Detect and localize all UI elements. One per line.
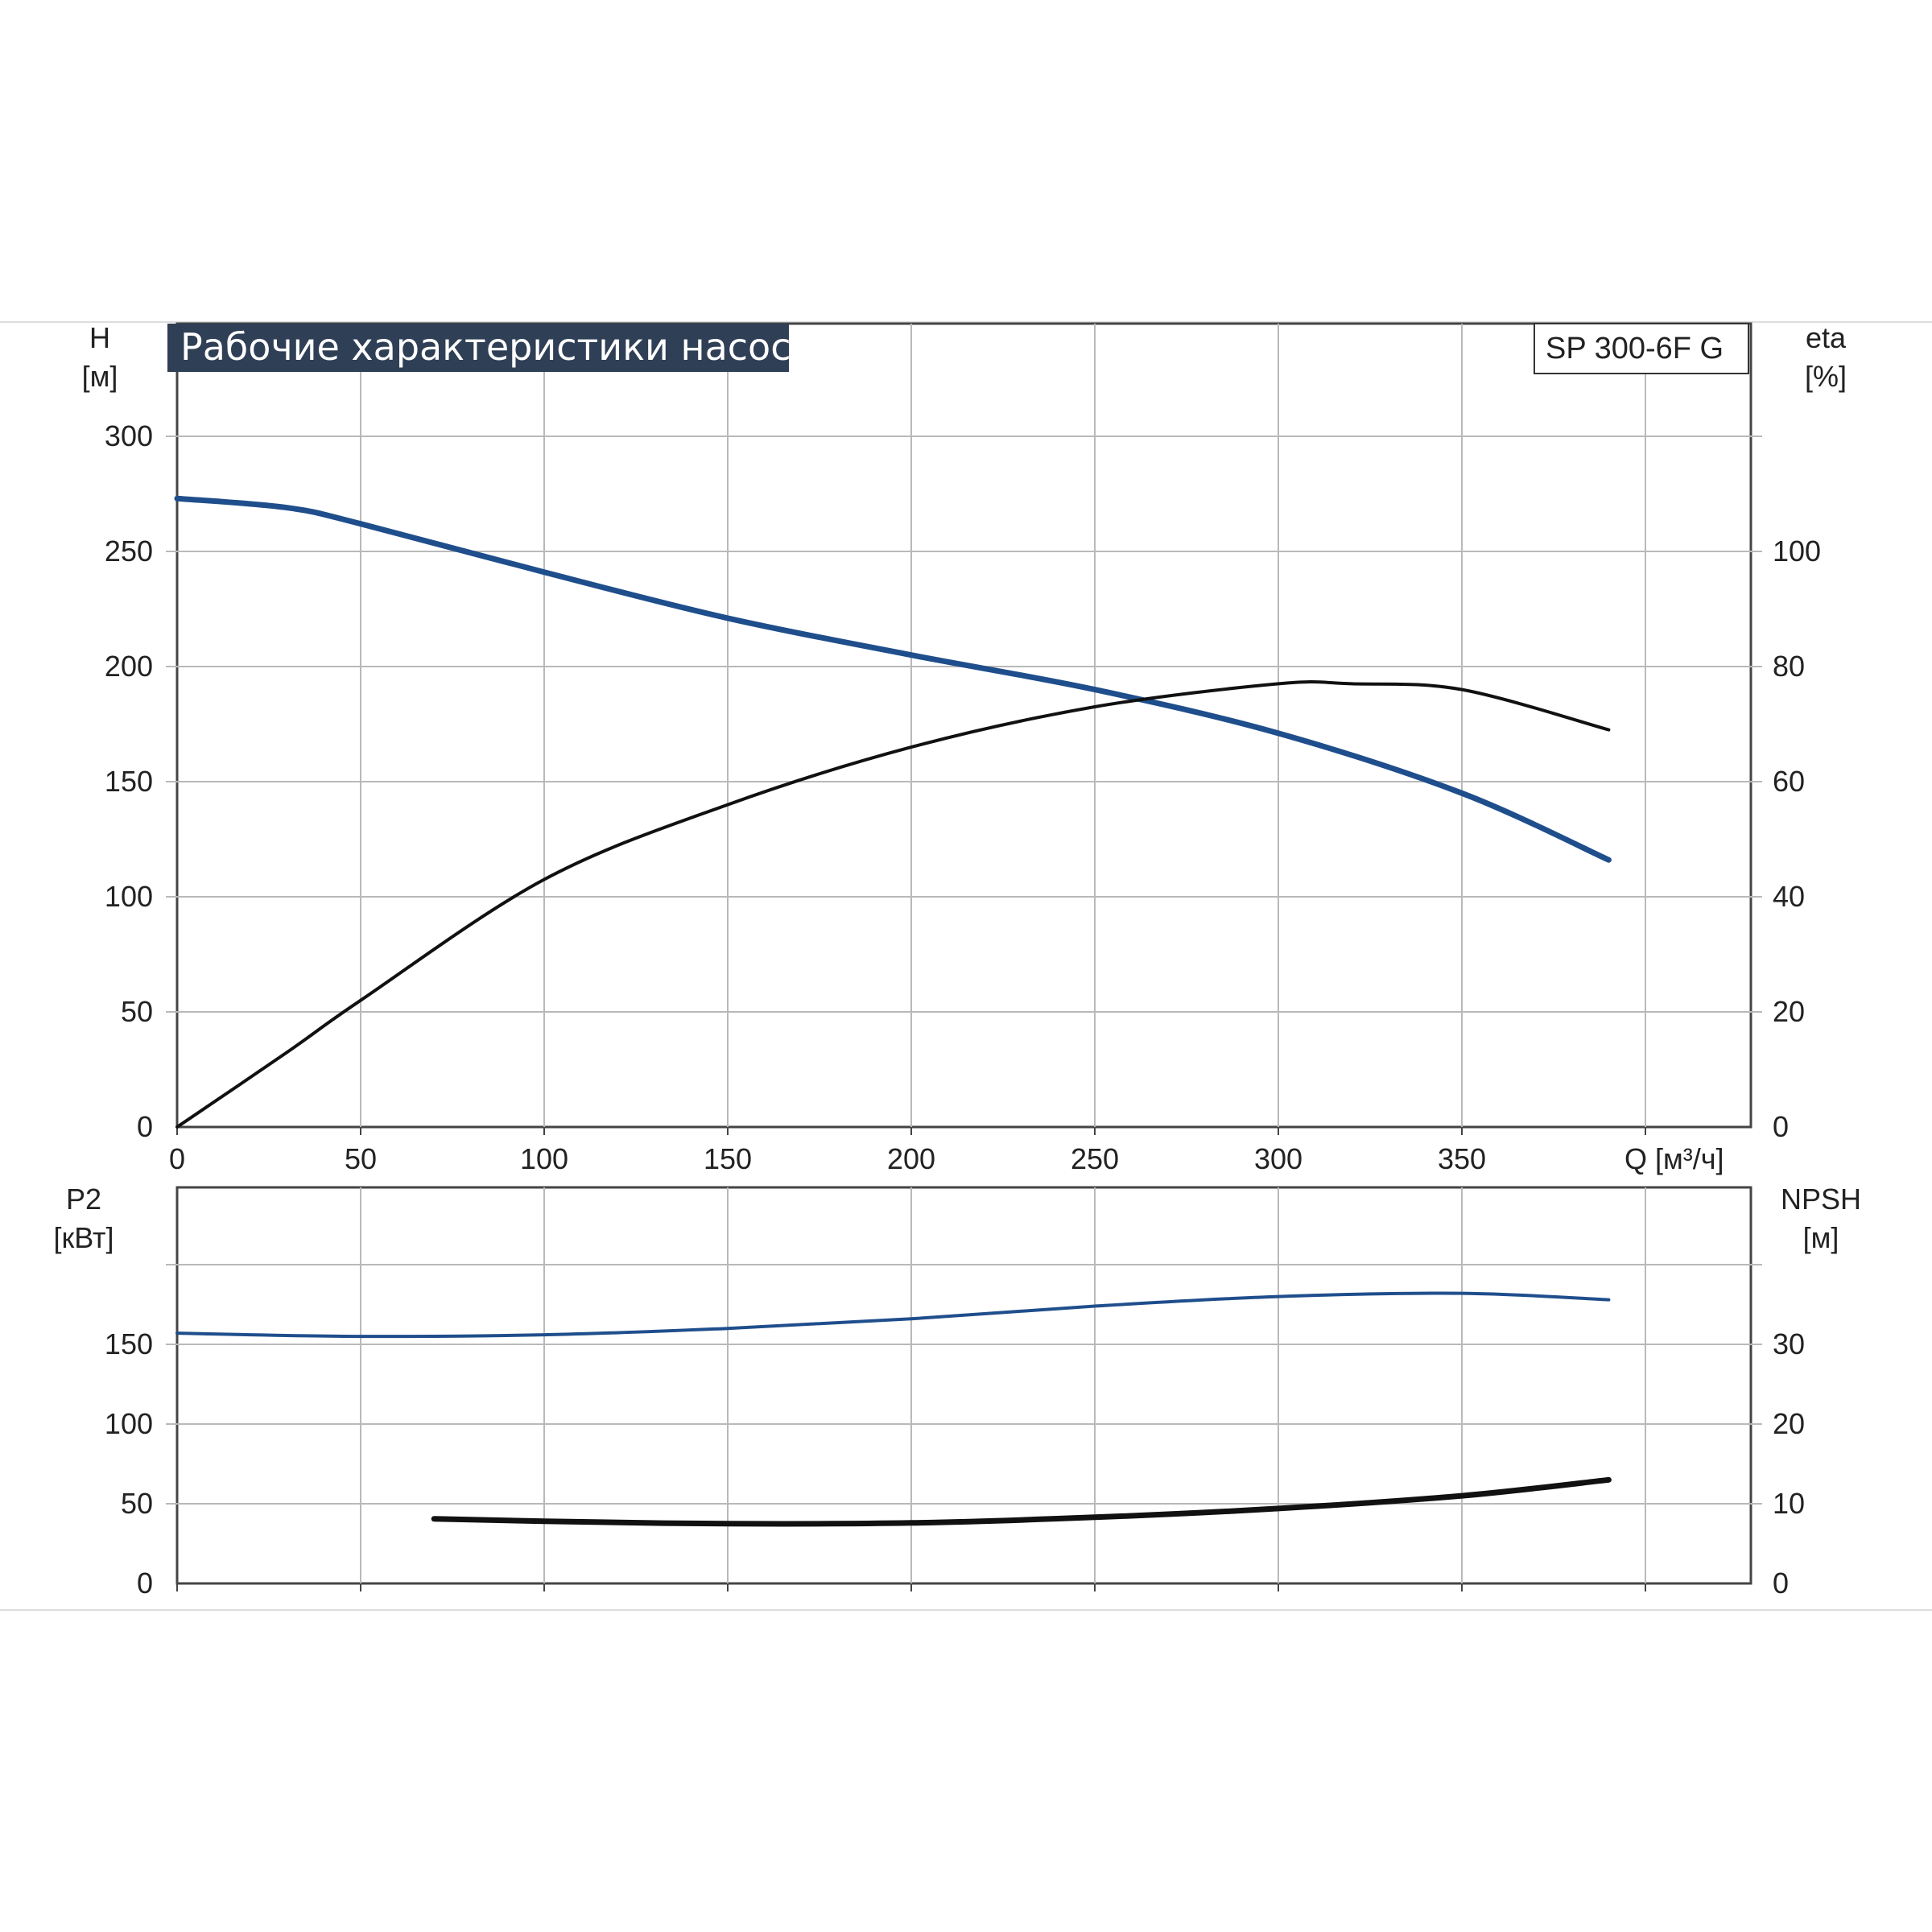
upper-right-axis-label: eta [1806, 321, 1847, 354]
lower-right-axis-label: NPSH [1781, 1183, 1861, 1216]
x-axis-label: Q [м³/ч] [1624, 1142, 1724, 1175]
upper-right-tick-label: 60 [1773, 765, 1805, 798]
lower-right-tick-label: 30 [1773, 1327, 1805, 1360]
upper-left-axis-unit: [м] [82, 360, 118, 393]
lower-left-axis-label: P2 [66, 1183, 101, 1216]
lower-right-tick-label: 0 [1773, 1567, 1789, 1600]
lower-left-axis-unit: [кВт] [53, 1221, 114, 1254]
upper-left-tick-label: 100 [105, 880, 153, 913]
lower-grid [166, 1186, 1762, 1591]
lower-right-tick-label: 20 [1773, 1407, 1805, 1440]
upper-right-tick-label: 20 [1773, 995, 1805, 1028]
chart-title: Рабочие характеристики насоса [180, 325, 814, 369]
title-background [167, 324, 789, 372]
upper-right-tick-label: 80 [1773, 650, 1805, 683]
lower-left-tick-label: 0 [137, 1567, 153, 1600]
lower-left-tick-label: 100 [105, 1407, 153, 1440]
upper-grid [166, 322, 1762, 1135]
upper-left-tick-label: 250 [105, 535, 153, 568]
lower-series-NPSH-line [431, 1476, 1612, 1527]
upper-left-tick-label: 200 [105, 650, 153, 683]
upper-right-tick-label: 40 [1773, 880, 1805, 913]
upper-series-eta-line [175, 680, 1611, 1129]
lower-frame [175, 1186, 1752, 1585]
x-tick-label: 50 [345, 1142, 377, 1175]
x-tick-label: 0 [169, 1142, 185, 1175]
x-tick-label: 200 [887, 1142, 935, 1175]
x-tick-label: 100 [520, 1142, 568, 1175]
x-tick-label: 350 [1438, 1142, 1486, 1175]
x-tick-label: 250 [1071, 1142, 1119, 1175]
x-tick-label: 300 [1254, 1142, 1302, 1175]
upper-left-tick-label: 300 [105, 419, 153, 452]
upper-left-tick-label: 150 [105, 765, 153, 798]
x-tick-label: 150 [704, 1142, 752, 1175]
upper-right-tick-label: 0 [1773, 1110, 1789, 1143]
lower-right-axis-unit: [м] [1803, 1221, 1839, 1254]
upper-left-tick-label: 50 [121, 995, 153, 1028]
upper-right-axis-unit: [%] [1805, 360, 1847, 393]
lower-right-tick-label: 10 [1773, 1487, 1805, 1520]
upper-right-tick-label: 100 [1773, 535, 1821, 568]
model-label: SP 300-6F G [1546, 332, 1724, 365]
lower-left-tick-label: 50 [121, 1487, 153, 1520]
upper-left-axis-label: H [89, 321, 110, 354]
lower-left-tick-label: 150 [105, 1327, 153, 1360]
upper-frame [175, 322, 1752, 1129]
lower-series-P2-line [175, 1291, 1611, 1339]
upper-series-H-line [174, 495, 1612, 863]
upper-left-tick-label: 0 [137, 1110, 153, 1143]
series-layer [174, 495, 1612, 1527]
model-box [1534, 323, 1749, 374]
